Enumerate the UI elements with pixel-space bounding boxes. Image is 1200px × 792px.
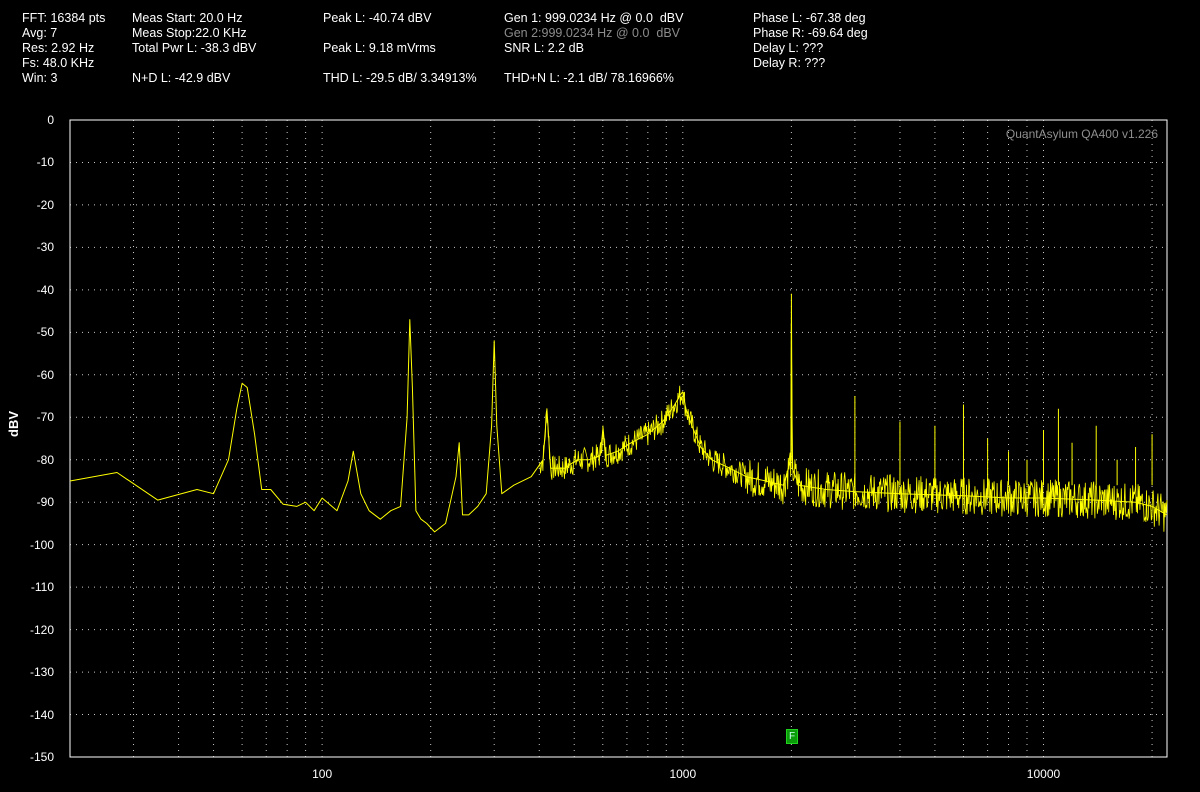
trace-layer xyxy=(69,293,1168,533)
y-tick-label: -50 xyxy=(36,325,54,340)
averages-readout: Avg: 7 xyxy=(22,26,58,40)
resolution-readout: Res: 2.92 Hz xyxy=(22,41,95,55)
sample-rate-readout: Fs: 48.0 KHz xyxy=(22,56,95,70)
phase-right-readout: Phase R: -69.64 deg xyxy=(753,26,868,40)
y-tick-label: -100 xyxy=(29,537,54,552)
y-tick-label: -150 xyxy=(29,750,54,764)
y-tick-label: -120 xyxy=(29,622,54,637)
phase-left-readout: Phase L: -67.38 deg xyxy=(753,11,866,25)
y-tick-label: -10 xyxy=(36,155,54,170)
y-tick-label: 0 xyxy=(47,113,54,127)
y-tick-label: -80 xyxy=(36,452,54,467)
generator-2-readout: Gen 2:999.0234 Hz @ 0.0 dBV xyxy=(504,26,680,40)
app-version-watermark: QuantAsylum QA400 v1.226 xyxy=(1005,127,1158,141)
y-tick-label: -20 xyxy=(36,197,54,212)
generator-1-readout: Gen 1: 999.0234 Hz @ 0.0 dBV xyxy=(504,11,684,25)
window-readout: Win: 3 xyxy=(22,71,58,85)
total-power-readout: Total Pwr L: -38.3 dBV xyxy=(132,41,257,55)
y-tick-label: -110 xyxy=(30,580,54,595)
noise-distortion-readout: N+D L: -42.9 dBV xyxy=(132,71,231,85)
x-tick-label: 100 xyxy=(312,767,333,781)
grid-layer xyxy=(70,119,1167,758)
y-tick-label: -30 xyxy=(36,240,54,255)
y-tick-label: -70 xyxy=(36,410,54,425)
y-tick-label: -140 xyxy=(29,707,54,722)
peak-mvrms-readout: Peak L: 9.18 mVrms xyxy=(323,41,436,55)
y-tick-label: -90 xyxy=(36,495,54,510)
peak-dbv-readout: Peak L: -40.74 dBV xyxy=(323,11,432,25)
fft-size-readout: FFT: 16384 pts xyxy=(22,11,106,25)
spectrum-noise-floor xyxy=(538,323,1168,532)
delay-right-readout: Delay R: ??? xyxy=(753,56,826,70)
y-tick-label: -40 xyxy=(36,282,54,297)
x-tick-label: 10000 xyxy=(1026,767,1061,781)
meas-stop-readout: Meas Stop:22.0 KHz xyxy=(132,26,247,40)
delay-left-readout: Delay L: ??? xyxy=(753,41,824,55)
x-tick-label: 1000 xyxy=(669,767,697,781)
meas-start-readout: Meas Start: 20.0 Hz xyxy=(132,11,243,25)
frequency-marker-handle[interactable]: F xyxy=(786,729,798,744)
thd-n-readout: THD+N L: -2.1 dB/ 78.16966% xyxy=(504,71,674,85)
snr-readout: SNR L: 2.2 dB xyxy=(504,41,584,55)
spectrum-trace xyxy=(69,293,1168,533)
y-tick-label: -130 xyxy=(29,665,54,680)
thd-readout: THD L: -29.5 dB/ 3.34913% xyxy=(323,71,477,85)
y-tick-label: -60 xyxy=(36,367,54,382)
plot-frame xyxy=(69,119,1168,758)
